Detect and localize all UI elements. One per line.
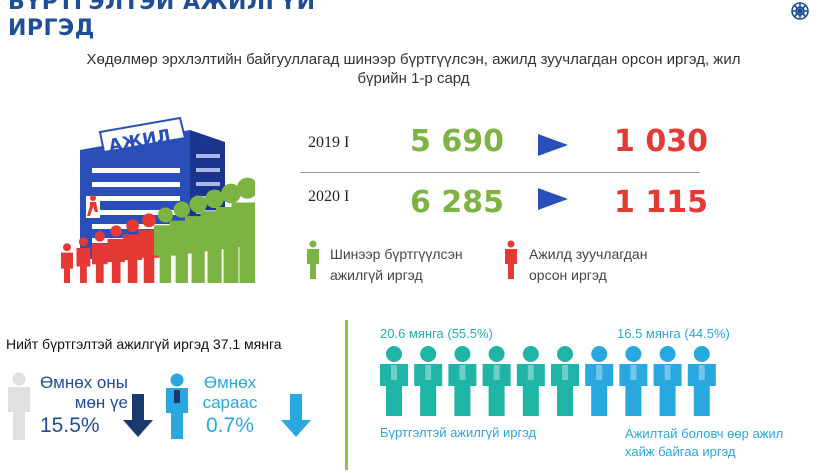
legend-placed-line-1: Ажилд зуучлагдан: [529, 246, 648, 262]
page-title: БҮРТГЭЛТЭЙ АЖИЛГҮЙ ИРГЭД: [8, 0, 316, 42]
prev-line-2: сараас: [202, 393, 258, 412]
yoy-line-2: мөн үе: [74, 393, 128, 412]
person-teal-icon: [482, 346, 511, 416]
left-share-value: 20.6 мянга (55.5%): [380, 326, 493, 341]
share-people-row: [380, 346, 716, 416]
people-queue-illustration: [61, 177, 255, 283]
arrow-down-light-icon: [281, 394, 311, 437]
prev-month-label: Өмнөх сараас: [190, 373, 270, 413]
subtitle: Хөдөлмөр эрхлэлтийн байгууллагад шинээр …: [0, 50, 827, 88]
right-share-value: 16.5 мянга (44.5%): [617, 326, 730, 341]
person-teal-icon: [551, 346, 579, 416]
title-line-2: ИРГЭД: [8, 16, 95, 41]
subtitle-line-1: Хөдөлмөр эрхлэлтийн байгууллагад шинээр …: [86, 51, 741, 68]
person-blue-icon: [585, 346, 614, 416]
legend-new-line-2: ажилгүй иргэд: [330, 267, 423, 283]
yoy-value: 15.5%: [40, 414, 100, 437]
person-teal-icon: [516, 346, 545, 416]
right-share-label: Ажилтай боловч өөр ажил хайж байгаа иргэ…: [625, 425, 783, 461]
total-unemployed-text: Нийт бүртгэлтэй ажилгүй иргэд 37.1 мянга: [6, 336, 282, 352]
right-share-line-2: хайж байгаа иргэд: [625, 444, 736, 459]
person-grey-icon: [8, 372, 30, 440]
legend-placed: Ажилд зуучлагдан орсон иргэд: [529, 244, 647, 286]
person-teal-icon: [380, 346, 408, 416]
right-share-line-1: Ажилтай боловч өөр ажил: [625, 426, 784, 441]
queue-person-icon: [61, 243, 73, 283]
person-red-icon: [505, 240, 517, 279]
section-divider: [345, 320, 348, 470]
registered-value-2019: 5 690: [410, 124, 504, 159]
legend-new-line-1: Шинээр бүртгүүлсэн: [330, 246, 463, 262]
queue-person-icon: [92, 231, 108, 283]
left-share-label: Бүртгэлтэй ажилгүй иргэд: [380, 425, 537, 440]
arrow-right-icon: [538, 188, 568, 210]
person-blue-icon: [687, 346, 716, 416]
prev-month-value: 0.7%: [206, 414, 254, 437]
person-blue-icon: [619, 346, 648, 416]
queue-person-icon: [231, 177, 255, 283]
year-label-2020: 2020 I: [308, 188, 350, 205]
registered-value-2020: 6 285: [410, 185, 504, 220]
placed-value-2019: 1 030: [614, 124, 708, 159]
placed-value-2020: 1 115: [614, 185, 708, 220]
queue-person-icon: [107, 225, 125, 283]
legend-new-registered: Шинээр бүртгүүлсэн ажилгүй иргэд: [330, 244, 463, 286]
arrow-right-icon: [538, 134, 568, 156]
yoy-line-1: Өмнөх оны: [39, 373, 128, 392]
year-label-2019: 2019 I: [308, 134, 350, 151]
title-line-1: БҮРТГЭЛТЭЙ АЖИЛГҮЙ: [8, 0, 316, 15]
person-teal-icon: [414, 346, 443, 416]
legend-placed-line-2: орсон иргэд: [529, 267, 607, 283]
arrow-down-icon: [123, 394, 153, 437]
queue-person-icon: [76, 237, 91, 283]
person-teal-icon: [448, 346, 477, 416]
emblem-icon: [791, 2, 809, 20]
subtitle-line-2: бүрийн 1-р сард: [357, 70, 470, 87]
person-blue-icon: [653, 346, 682, 416]
prev-line-1: Өмнөх: [203, 373, 257, 392]
row-divider: [300, 172, 700, 173]
person-green-icon: [307, 240, 319, 279]
person-blue-icon: [166, 373, 188, 439]
yoy-label: Өмнөх оны мөн үе: [30, 373, 128, 413]
queue-person-icon: [123, 219, 143, 283]
